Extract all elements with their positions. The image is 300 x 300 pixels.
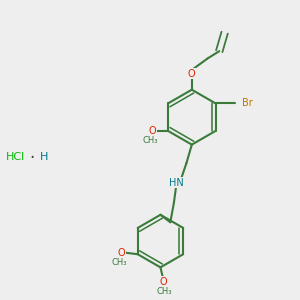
Text: CH₃: CH₃ (111, 258, 127, 267)
Text: O: O (149, 126, 156, 136)
Text: O: O (118, 248, 125, 258)
Text: H: H (40, 152, 48, 163)
Text: O: O (188, 69, 196, 79)
Text: HN: HN (169, 178, 183, 188)
Text: Br: Br (242, 98, 252, 108)
Text: CH₃: CH₃ (142, 136, 158, 145)
Text: HCl: HCl (6, 152, 25, 163)
Text: CH₃: CH₃ (156, 287, 172, 296)
Text: ·: · (29, 149, 35, 167)
Text: O: O (159, 277, 167, 287)
